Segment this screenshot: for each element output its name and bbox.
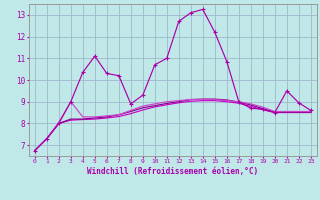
X-axis label: Windchill (Refroidissement éolien,°C): Windchill (Refroidissement éolien,°C) xyxy=(87,167,258,176)
